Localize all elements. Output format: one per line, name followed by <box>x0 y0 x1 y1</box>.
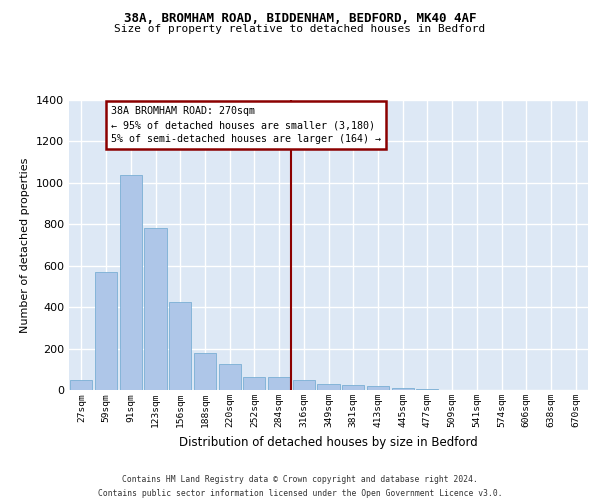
Bar <box>268 376 290 390</box>
Bar <box>367 386 389 390</box>
Y-axis label: Number of detached properties: Number of detached properties <box>20 158 31 332</box>
Bar <box>243 376 265 390</box>
Bar <box>194 352 216 390</box>
Text: Contains HM Land Registry data © Crown copyright and database right 2024.
Contai: Contains HM Land Registry data © Crown c… <box>98 476 502 498</box>
Bar <box>342 385 364 390</box>
Bar <box>119 174 142 390</box>
Bar <box>317 384 340 390</box>
Bar <box>218 364 241 390</box>
Text: Size of property relative to detached houses in Bedford: Size of property relative to detached ho… <box>115 24 485 34</box>
Bar <box>392 388 414 390</box>
X-axis label: Distribution of detached houses by size in Bedford: Distribution of detached houses by size … <box>179 436 478 448</box>
Bar <box>293 380 315 390</box>
Text: 38A, BROMHAM ROAD, BIDDENHAM, BEDFORD, MK40 4AF: 38A, BROMHAM ROAD, BIDDENHAM, BEDFORD, M… <box>124 12 476 26</box>
Bar <box>169 302 191 390</box>
Text: 38A BROMHAM ROAD: 270sqm
← 95% of detached houses are smaller (3,180)
5% of semi: 38A BROMHAM ROAD: 270sqm ← 95% of detach… <box>111 106 381 144</box>
Bar <box>95 272 117 390</box>
Bar <box>416 388 439 390</box>
Bar <box>145 228 167 390</box>
Bar <box>70 380 92 390</box>
